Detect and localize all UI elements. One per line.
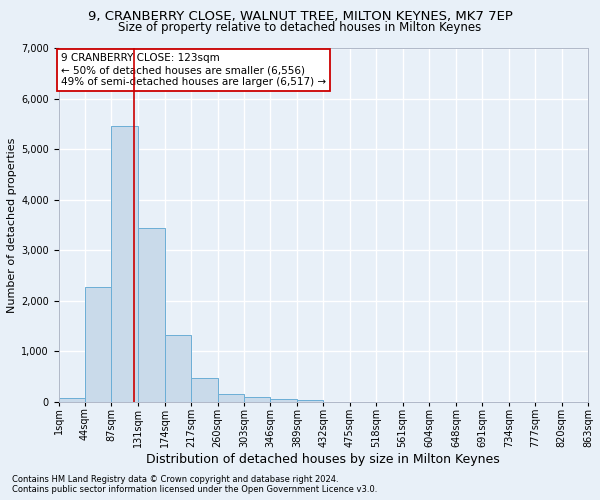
Text: 9 CRANBERRY CLOSE: 123sqm
← 50% of detached houses are smaller (6,556)
49% of se: 9 CRANBERRY CLOSE: 123sqm ← 50% of detac… [61,54,326,86]
Bar [59,398,85,402]
Y-axis label: Number of detached properties: Number of detached properties [7,138,17,313]
Text: Contains public sector information licensed under the Open Government Licence v3: Contains public sector information licen… [12,485,377,494]
Bar [165,336,191,402]
Text: Size of property relative to detached houses in Milton Keynes: Size of property relative to detached ho… [118,21,482,34]
Bar [244,398,271,402]
Text: 9, CRANBERRY CLOSE, WALNUT TREE, MILTON KEYNES, MK7 7EP: 9, CRANBERRY CLOSE, WALNUT TREE, MILTON … [88,10,512,23]
X-axis label: Distribution of detached houses by size in Milton Keynes: Distribution of detached houses by size … [146,452,500,466]
Bar [139,228,165,402]
Text: Contains HM Land Registry data © Crown copyright and database right 2024.: Contains HM Land Registry data © Crown c… [12,475,338,484]
Bar [85,288,112,402]
Bar [271,399,297,402]
Bar [112,126,139,402]
Bar [297,400,323,402]
Bar [191,378,218,402]
Bar [218,394,244,402]
